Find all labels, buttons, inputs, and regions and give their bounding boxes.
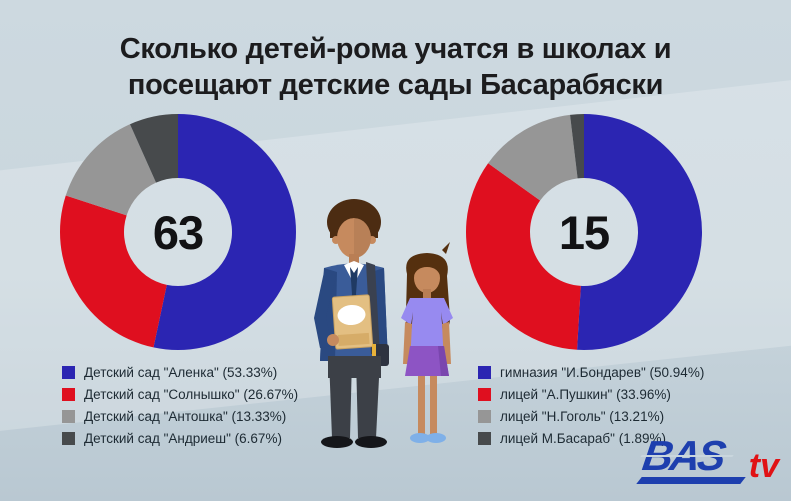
donut-chart-kindergartens: 63 [58, 112, 298, 352]
man-and-girl-illustration [314, 199, 453, 448]
legend-schools: гимназия "И.Бондарев" (50.94%) лицей "А.… [478, 365, 704, 453]
bastv-logo-swoosh [636, 477, 746, 484]
girl-figure [401, 242, 453, 443]
bastv-logo-tv-text: tv [748, 447, 779, 485]
legend-swatch-gray [62, 409, 75, 423]
legend-swatch-blue [62, 365, 75, 379]
legend-label: лицей М.Басараб" (1.89%) [500, 430, 666, 446]
legend-item: Детский сад "Солнышко" (26.67%) [62, 386, 299, 402]
donut-slice [65, 124, 157, 216]
donut-slice [60, 195, 167, 348]
donut-slice [129, 114, 178, 183]
legend-item: Детский сад "Андриеш" (6.67%) [62, 430, 298, 446]
legend-swatch-red [62, 387, 75, 401]
donut-slice [466, 163, 581, 350]
legend-swatch-blue [478, 365, 491, 379]
page-title-line-1: Сколько детей-рома учатся в школах и [119, 33, 672, 66]
donut-slice [153, 114, 296, 350]
donut-slice [570, 114, 584, 179]
legend-swatch-gray [478, 409, 491, 423]
legend-item: лицей М.Басараб" (1.89%) [478, 430, 704, 446]
legend-swatch-red [478, 387, 491, 401]
legend-item: Детский сад "Аленка" (53.33%) [62, 364, 298, 380]
page-title-line-2: посещают детские сады Басарабяски [127, 69, 664, 102]
legend-label: лицей "Н.Гоголь" (13.21%) [500, 408, 665, 424]
bastv-logo: BAS tv [636, 432, 785, 493]
legend-label: Детский сад "Солнышко" (26.67%) [84, 386, 299, 402]
legend-label: гимназия "И.Бондарев" (50.94%) [500, 364, 705, 380]
donut-center-value-schools: 15 [558, 205, 610, 259]
man-figure [314, 199, 389, 448]
legend-kindergartens: Детский сад "Аленка" (53.33%) Детский са… [62, 365, 298, 453]
donut-chart-schools-svg [466, 114, 702, 350]
legend-swatch-dark-gray [62, 431, 75, 445]
legend-item: лицей "А.Пушкин" (33.96%) [478, 386, 704, 402]
donut-slice [577, 114, 702, 350]
donut-center-value-kindergartens: 63 [152, 205, 204, 259]
donut-chart-schools: 15 [464, 112, 704, 352]
legend-swatch-dark-gray [478, 431, 491, 445]
legend-item: лицей "Н.Гоголь" (13.21%) [478, 408, 704, 424]
page-title: Сколько детей-рома учатся в школах и пос… [0, 31, 791, 103]
bastv-logo-slit [640, 455, 734, 457]
legend-item: Детский сад "Антошка" (13.33%) [62, 408, 298, 424]
donut-slice [488, 114, 578, 201]
legend-label: лицей "А.Пушкин" (33.96%) [500, 386, 671, 402]
legend-label: Детский сад "Аленка" (53.33%) [84, 364, 278, 380]
legend-label: Детский сад "Андриеш" (6.67%) [84, 430, 282, 446]
donut-chart-kindergartens-svg [60, 114, 296, 350]
legend-item: гимназия "И.Бондарев" (50.94%) [478, 364, 705, 380]
legend-label: Детский сад "Антошка" (13.33%) [84, 408, 287, 424]
